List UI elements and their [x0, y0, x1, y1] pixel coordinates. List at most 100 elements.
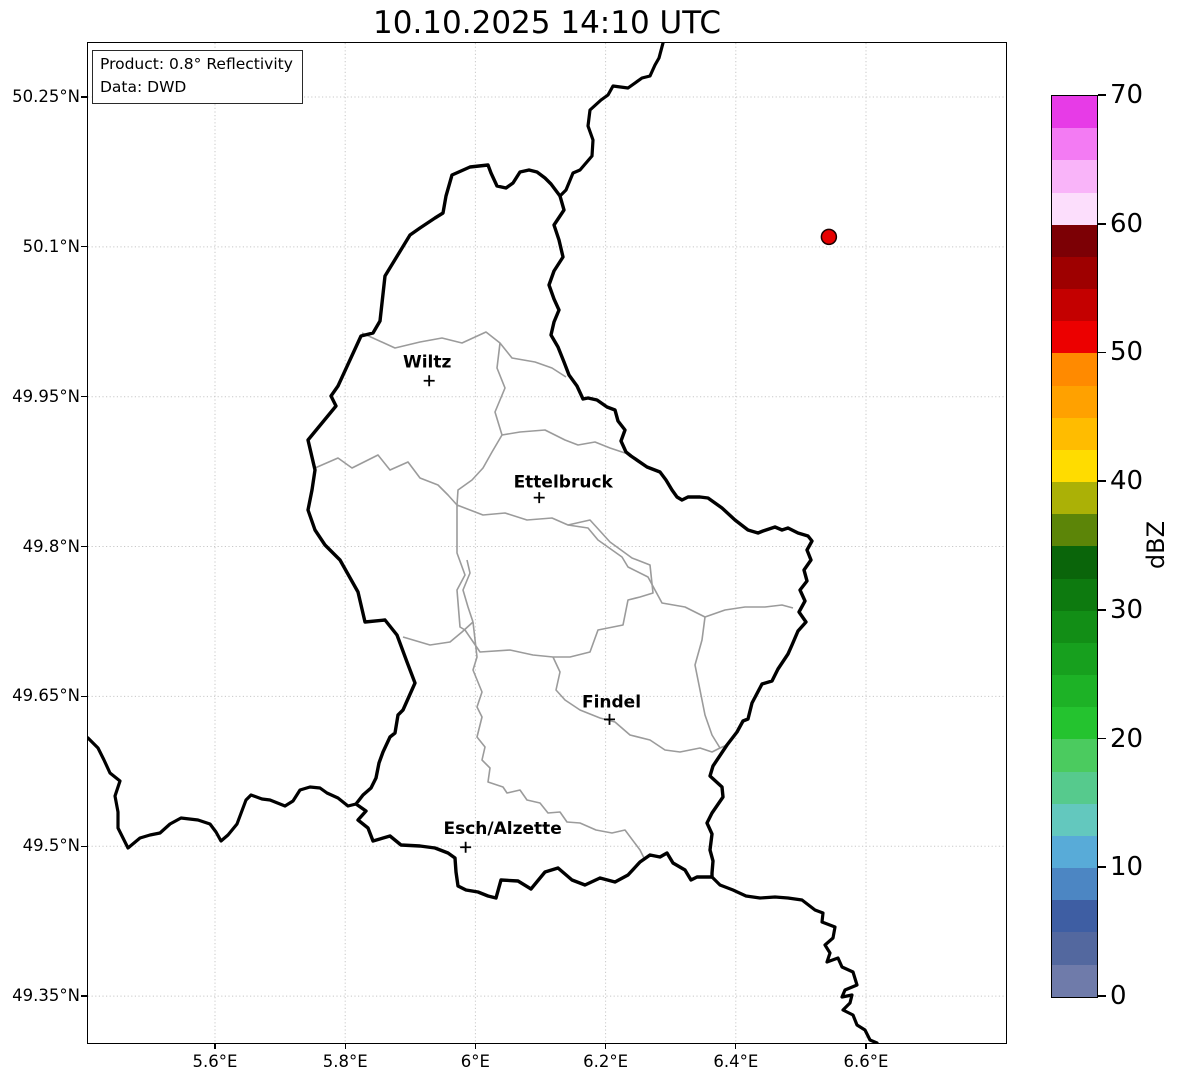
france-germany-border	[709, 874, 879, 1043]
colorbar-segment	[1052, 192, 1097, 225]
colorbar-segment	[1052, 707, 1097, 740]
city-label: Wiltz	[402, 352, 451, 372]
canton-border	[455, 503, 654, 658]
colorbar-tick-label: 20	[1110, 723, 1144, 754]
colorbar-unit-label: dBZ	[1142, 520, 1170, 570]
colorbar-tick-mark	[1098, 222, 1106, 225]
canton-border	[455, 342, 506, 505]
colorbar-segment	[1052, 289, 1097, 322]
lat-tick-mark	[81, 695, 87, 698]
lon-tick-label: 5.8°E	[322, 1052, 368, 1071]
lat-tick-mark	[81, 545, 87, 548]
national-borders	[87, 42, 879, 1043]
colorbar-segment	[1052, 482, 1097, 515]
luxembourg-map: Wiltz Ettelbruck Findel Esch/Alzette	[87, 42, 1006, 1043]
colorbar-segment	[1052, 417, 1097, 450]
colorbar-segment	[1052, 385, 1097, 418]
colorbar-segment	[1052, 546, 1097, 579]
colorbar-segment	[1052, 964, 1097, 997]
colorbar-tick-mark	[1098, 866, 1106, 869]
lon-tick-label: 5.6°E	[192, 1052, 238, 1071]
canton-border	[551, 656, 727, 753]
colorbar-segment	[1052, 739, 1097, 772]
info-box-source: Data: DWD	[100, 78, 187, 96]
colorbar-segment	[1052, 128, 1097, 161]
colorbar-tick-label: 0	[1110, 981, 1127, 1011]
colorbar-segment	[1052, 932, 1097, 965]
colorbar-segment	[1052, 771, 1097, 804]
info-box-product: Product: 0.8° Reflectivity	[100, 55, 293, 73]
lat-tick-label: 49.5°N	[22, 836, 80, 856]
city-plus-marker	[459, 841, 471, 853]
lat-tick-mark	[81, 396, 87, 398]
colorbar-segment	[1052, 835, 1097, 869]
city-plus-marker	[533, 491, 545, 503]
colorbar-tick-mark	[1098, 480, 1106, 482]
city-markers: Wiltz Ettelbruck Findel Esch/Alzette	[402, 352, 641, 853]
colorbar-tick-label: 50	[1110, 337, 1144, 368]
lat-tick-label: 49.65°N	[12, 686, 80, 706]
canton-border	[461, 559, 474, 622]
lon-tick-label: 6.4°E	[713, 1052, 759, 1071]
lon-tick-mark	[214, 1043, 216, 1049]
info-box: Product: 0.8° Reflectivity Data: DWD	[92, 50, 303, 104]
colorbar-tick-label: 60	[1110, 208, 1144, 239]
colorbar-segment	[1052, 514, 1097, 547]
city-label: Findel	[581, 692, 640, 712]
lat-tick-mark	[81, 96, 87, 98]
lat-tick-mark	[81, 246, 87, 248]
lat-tick-mark	[81, 995, 87, 997]
colorbar-tick-mark	[1098, 609, 1106, 611]
colorbar-tick-mark	[1098, 351, 1106, 354]
colorbar-segment	[1052, 321, 1097, 354]
colorbar-segment	[1052, 900, 1097, 933]
colorbar-segment	[1052, 675, 1097, 708]
city-label: Ettelbruck	[513, 472, 613, 492]
canton-border	[361, 330, 566, 378]
colorbar-segment	[1052, 868, 1097, 901]
city-label: Esch/Alzette	[443, 819, 561, 839]
graticule-gridlines	[87, 42, 1006, 1043]
colorbar-segment	[1052, 803, 1097, 836]
colorbar-tick-mark	[1098, 737, 1106, 740]
colorbar-tick-label: 70	[1110, 80, 1144, 110]
lon-tick-label: 6°E	[460, 1052, 490, 1071]
lon-tick-label: 6.6°E	[843, 1052, 889, 1071]
city-plus-marker	[603, 713, 615, 725]
canton-border	[501, 428, 625, 454]
lon-tick-label: 6.2°E	[583, 1052, 629, 1071]
lon-tick-mark	[344, 1043, 346, 1049]
colorbar-tick-mark	[1098, 995, 1106, 997]
lat-tick-label: 49.95°N	[12, 386, 80, 406]
colorbar-segment	[1052, 449, 1097, 483]
radar-site-marker	[820, 228, 837, 245]
radar-site-layer	[820, 228, 837, 245]
canton-borders	[314, 330, 793, 858]
colorbar-tick-label: 40	[1110, 466, 1144, 497]
lat-tick-label: 49.35°N	[12, 986, 80, 1006]
colorbar-segment	[1052, 96, 1097, 129]
page-title: 10.10.2025 14:10 UTC	[373, 5, 721, 41]
lat-tick-label: 50.25°N	[12, 87, 80, 106]
lat-tick-label: 49.8°N	[22, 536, 80, 556]
colorbar-segment	[1052, 642, 1097, 676]
canton-border	[314, 453, 458, 506]
canton-border	[471, 621, 645, 858]
canton-border	[402, 620, 474, 646]
luxembourg-country-border	[305, 162, 814, 900]
colorbar-tick-mark	[1098, 94, 1106, 96]
lon-tick-mark	[735, 1043, 737, 1049]
colorbar-segment	[1052, 160, 1097, 193]
map-plot-area: Wiltz Ettelbruck Findel Esch/Alzette	[86, 41, 1007, 1044]
lat-tick-label: 50.1°N	[22, 236, 80, 256]
colorbar-segment	[1052, 578, 1097, 611]
colorbar-tick-label: 10	[1110, 852, 1144, 883]
lon-tick-mark	[474, 1043, 477, 1049]
canton-border	[567, 523, 793, 618]
colorbar-tick-label: 30	[1110, 594, 1144, 625]
colorbar	[1051, 95, 1098, 998]
lat-tick-mark	[81, 845, 87, 847]
colorbar-segment	[1052, 224, 1097, 257]
city-plus-marker	[423, 374, 435, 386]
